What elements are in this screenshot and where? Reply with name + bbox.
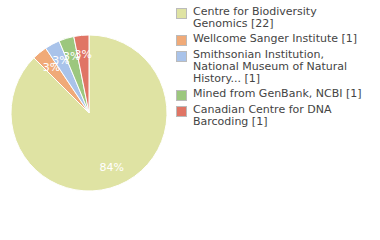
html-text:Centre for Biodiversity Genomi: Centre for Biodiversity Genomics [22] <box>193 5 317 30</box>
html-text:Smithsonian Institution, Natio: Smithsonian Institution, National Museum… <box>193 48 348 85</box>
svg-text:3%: 3% <box>63 49 81 63</box>
html-text:Wellcome Sanger Institute [1]: Wellcome Sanger Institute [1] <box>193 32 358 45</box>
html-text:Canadian Centre for DNA Barcod: Canadian Centre for DNA Barcoding [1] <box>193 103 332 128</box>
svg-text:3%: 3% <box>74 48 91 61</box>
svg-text:84%: 84% <box>99 161 123 174</box>
svg-text:3%: 3% <box>52 54 70 68</box>
html-text:Mined from GenBank, NCBI [1]: Mined from GenBank, NCBI [1] <box>193 87 362 100</box>
